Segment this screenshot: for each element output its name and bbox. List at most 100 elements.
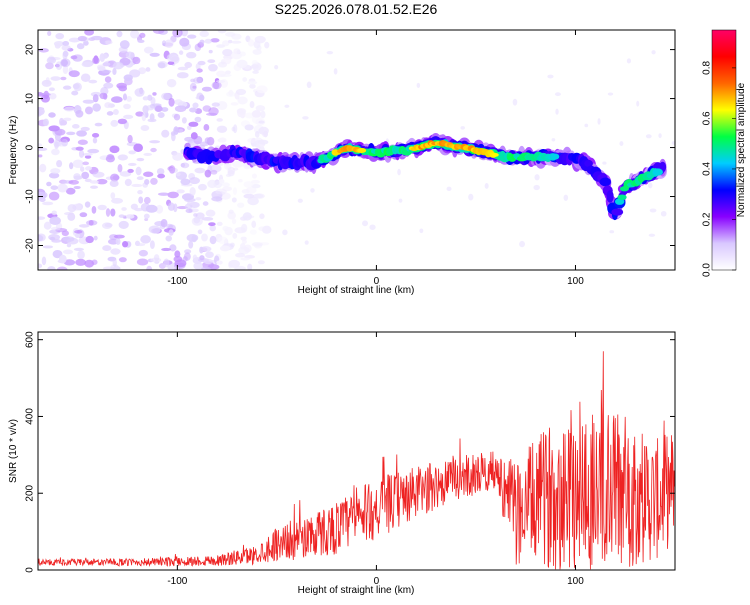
noise-blob [221,182,230,187]
noise-blob [92,56,100,65]
noise-blob [73,185,81,190]
noise-blob [123,114,134,119]
noise-blob [259,213,265,220]
noise-blob [164,39,174,48]
noise-blob [117,118,128,125]
snr-axes: -100 0 100 0 200 400 600 [25,331,675,587]
noise-blob [176,189,185,194]
ridge-blob [599,177,611,187]
noise-blob [101,40,106,45]
noise-blob [137,189,143,195]
noise-blob [77,250,85,260]
noise-blob [42,118,49,127]
noise-blob [173,266,180,270]
noise-blob [125,51,134,59]
noise-blob [194,167,206,174]
noise-blob [73,175,83,180]
noise-blob [188,240,194,249]
noise-blob [101,53,109,60]
noise-blob [154,254,160,262]
noise-blob [146,265,153,270]
noise-blob [602,161,607,165]
noise-blob [71,90,79,96]
noise-blob [41,256,47,266]
noise-blob [75,109,84,118]
noise-blob [217,100,228,110]
spectrogram-xtick-label: -100 [167,276,187,287]
noise-blob [130,203,138,210]
noise-blob [117,154,128,161]
snr-ytick-label: 200 [25,484,36,501]
noise-blob [136,258,149,266]
noise-blob [169,244,177,252]
noise-blob [81,171,90,180]
noise-blob [222,40,230,47]
noise-blob [167,191,179,199]
noise-blob [122,93,128,101]
noise-blob [136,157,145,162]
colorbar [711,29,737,271]
noise-blob [62,236,75,242]
ridge-blob [551,153,560,160]
noise-blob [49,216,61,225]
noise-blob [50,168,61,174]
noise-blob [74,229,83,234]
noise-blob [180,178,191,186]
spectrogram-frame [37,29,676,271]
noise-blob [67,212,76,221]
noise-blob [88,79,98,84]
noise-blob [179,105,186,110]
noise-blob [257,260,265,265]
snr-ytick-label: 600 [25,331,36,348]
noise-blob [39,163,47,173]
noise-blob [255,105,266,112]
noise-blob [38,147,48,151]
noise-blob [105,155,115,163]
noise-blob [102,266,115,270]
noise-blob [97,204,107,211]
noise-blob [229,242,235,248]
noise-blob [180,30,189,37]
noise-blob [211,102,220,107]
noise-blob [63,259,76,266]
noise-blob [446,186,452,192]
noise-blob [90,185,99,189]
noise-blob [105,208,111,217]
noise-blob [174,250,181,258]
noise-blob [38,216,46,220]
noise-blob [58,138,67,143]
noise-blob [92,137,98,144]
noise-blob [48,191,60,201]
noise-blob [233,48,241,55]
noise-blob [216,44,226,48]
noise-blob [234,91,240,100]
noise-blob [104,76,112,83]
noise-blob [178,50,184,55]
noise-blob [230,102,239,106]
noise-blob [110,248,121,255]
spectrogram-ytick-label: -10 [25,189,36,204]
noise-blob [142,96,149,101]
noise-blob [165,235,173,242]
noise-blob [258,226,267,232]
noise-blob [251,173,258,179]
noise-blob [77,35,87,42]
noise-blob [57,183,68,193]
noise-blob [77,139,88,145]
noise-blob [168,165,176,174]
noise-blob [247,80,258,85]
noise-blob [216,79,226,84]
noise-blob [51,210,57,216]
noise-blob [66,131,76,136]
noise-blob [262,131,269,138]
noise-blob [118,214,125,218]
noise-blob [184,61,193,69]
noise-blob [204,137,211,144]
noise-blob [130,30,140,39]
noise-blob [48,87,55,92]
noise-blob [249,229,257,235]
noise-blob [84,106,93,115]
noise-blob [99,92,108,100]
noise-blob [201,266,211,270]
noise-blob [205,209,216,217]
